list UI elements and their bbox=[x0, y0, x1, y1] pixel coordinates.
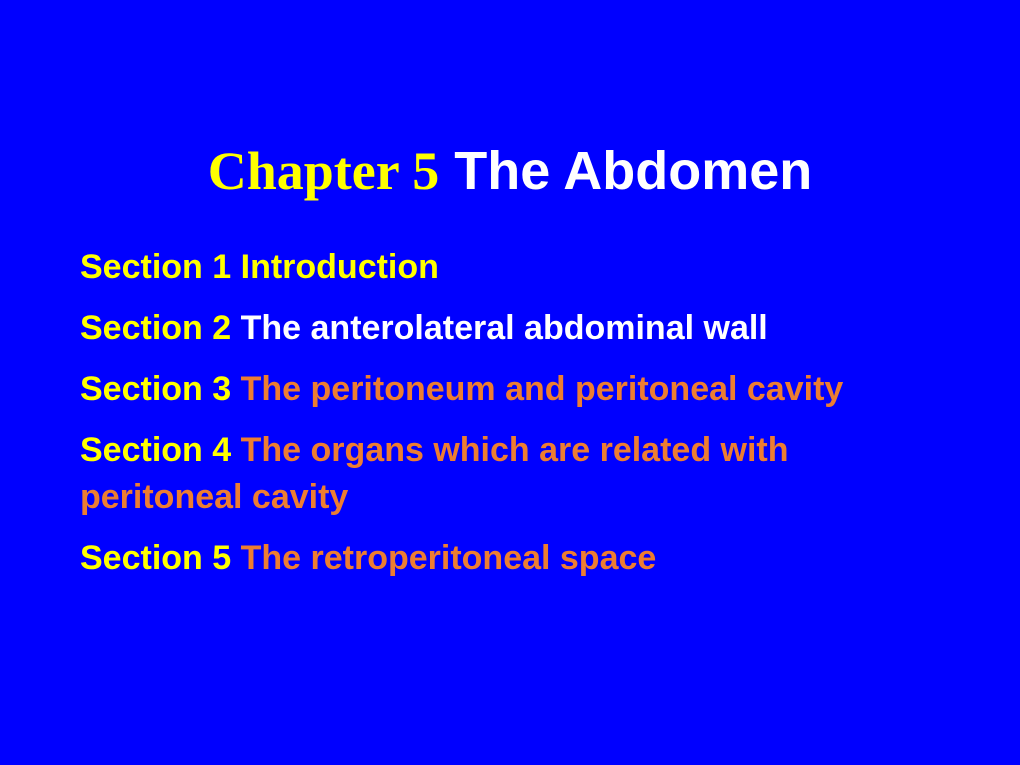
section-2-desc: The anterolateral abdominal wall bbox=[231, 309, 768, 347]
section-3-label: Section 3 bbox=[80, 370, 231, 408]
section-4: Section 4 The organs which are related w… bbox=[80, 427, 940, 521]
section-5: Section 5 The retroperitoneal space bbox=[80, 535, 940, 582]
section-list: Section 1 Introduction Section 2 The ant… bbox=[80, 244, 940, 581]
chapter-number: Chapter 5 bbox=[208, 141, 440, 201]
section-1-label: Section 1 bbox=[80, 248, 231, 286]
section-2: Section 2 The anterolateral abdominal wa… bbox=[80, 305, 940, 352]
section-1: Section 1 Introduction bbox=[80, 244, 940, 291]
slide: Chapter 5 The Abdomen Section 1 Introduc… bbox=[0, 0, 1020, 765]
chapter-subject: The Abdomen bbox=[454, 141, 812, 201]
section-4-label: Section 4 bbox=[80, 431, 231, 469]
section-2-label: Section 2 bbox=[80, 309, 231, 347]
section-3: Section 3 The peritoneum and peritoneal … bbox=[80, 366, 940, 413]
slide-title: Chapter 5 The Abdomen bbox=[80, 140, 940, 202]
section-3-desc: The peritoneum and peritoneal cavity bbox=[231, 370, 843, 408]
section-1-desc: Introduction bbox=[231, 248, 439, 286]
section-5-label: Section 5 bbox=[80, 539, 231, 577]
section-5-desc: The retroperitoneal space bbox=[231, 539, 656, 577]
